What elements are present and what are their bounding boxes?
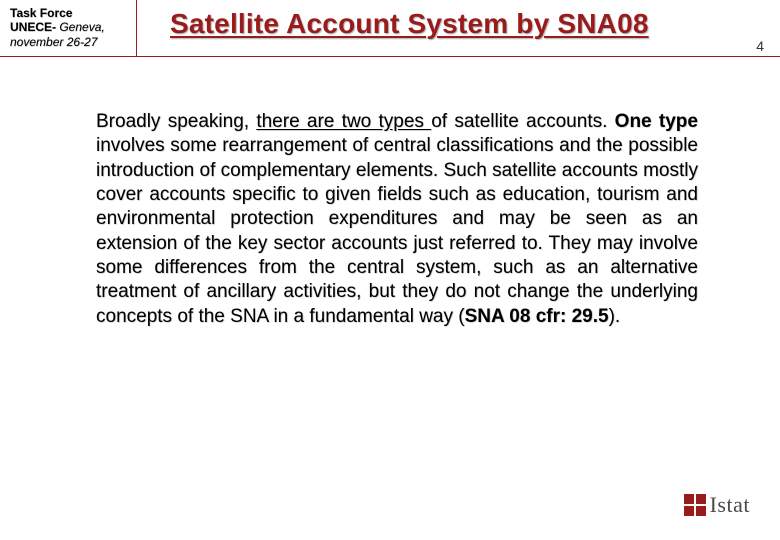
logo-square	[684, 494, 694, 504]
horizontal-divider	[0, 56, 780, 57]
body-intro-tail: of satellite accounts.	[431, 111, 614, 132]
body-one-type: One type	[615, 111, 698, 132]
body-intro-plain: Broadly speaking,	[96, 111, 256, 132]
body-paragraph: Broadly speaking, there are two types of…	[96, 110, 698, 329]
logo-text: Istat	[710, 492, 750, 518]
logo-square	[696, 506, 706, 516]
header-left-line3: november 26-27	[10, 35, 128, 49]
body-intro-underlined: there are two types	[256, 111, 431, 132]
logo-squares-icon	[684, 494, 706, 516]
logo-square	[684, 506, 694, 516]
header-left-line2-italic: Geneva,	[59, 20, 104, 34]
header-left-line2-bold: UNECE-	[10, 20, 59, 34]
istat-logo: Istat	[684, 492, 750, 518]
header-left-line1: Task Force	[10, 6, 128, 20]
page-number: 4	[756, 38, 764, 54]
header-left-block: Task Force UNECE- Geneva, november 26-27	[0, 0, 136, 53]
slide-header: Task Force UNECE- Geneva, november 26-27…	[0, 0, 780, 64]
slide-title: Satellite Account System by SNA08	[170, 8, 649, 40]
body-closing: ).	[609, 306, 621, 327]
body-main: involves some rearrangement of central c…	[96, 135, 698, 326]
header-left-line2: UNECE- Geneva,	[10, 20, 128, 34]
vertical-divider	[136, 0, 137, 56]
body-ref: SNA 08 cfr: 29.5	[465, 306, 609, 327]
logo-square	[696, 494, 706, 504]
